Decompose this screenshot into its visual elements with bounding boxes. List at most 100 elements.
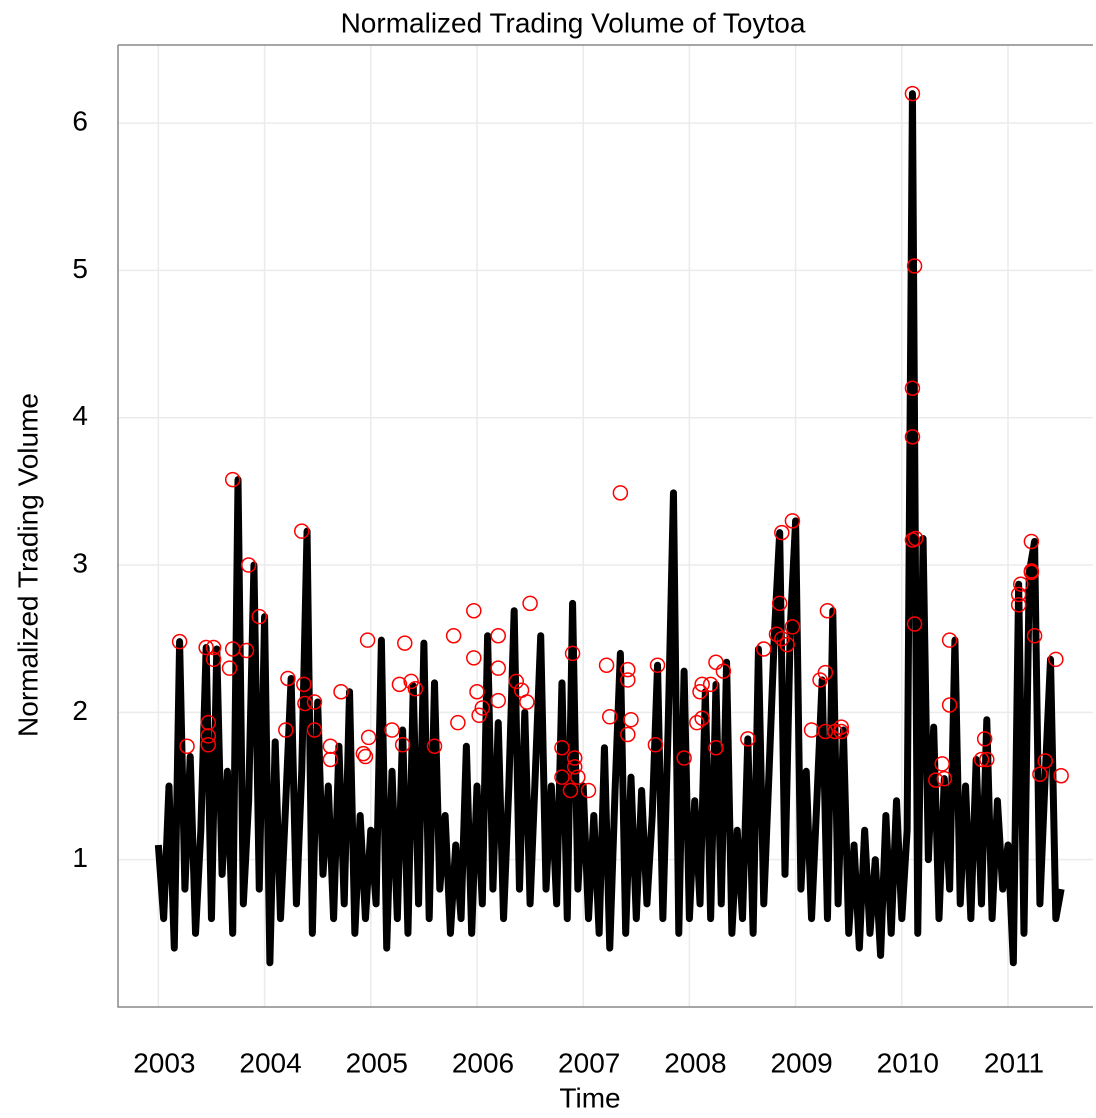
highlight-marker <box>620 672 636 688</box>
highlight-marker <box>580 782 597 799</box>
x-tick-label: 2005 <box>346 1047 408 1078</box>
highlight-marker <box>779 636 795 653</box>
data-line <box>154 90 1065 967</box>
highlight-marker <box>240 557 257 573</box>
highlight-marker <box>928 772 944 788</box>
highlight-marker <box>647 737 664 753</box>
highlight-marker <box>708 739 724 756</box>
highlight-marker <box>333 683 349 700</box>
highlight-marker <box>620 661 636 678</box>
highlight-marker <box>1032 766 1048 782</box>
chart-title: Normalized Trading Volume of Toytoa <box>341 7 806 38</box>
highlight-marker <box>906 616 923 632</box>
highlight-marker <box>1010 586 1027 603</box>
highlight-marker <box>692 683 708 700</box>
highlight-marker <box>391 676 408 693</box>
highlight-marker <box>979 751 995 768</box>
highlight-marker <box>941 697 958 713</box>
highlight-marker <box>740 731 756 747</box>
highlight-marker <box>566 759 583 775</box>
highlight-marker <box>200 728 217 744</box>
highlight-marker <box>450 714 466 731</box>
highlight-marker <box>907 530 924 547</box>
highlight-marker <box>474 700 491 716</box>
highlight-marker <box>564 645 581 662</box>
highlight-marker <box>833 719 850 735</box>
highlight-marker <box>708 654 724 671</box>
highlight-marker <box>322 751 339 768</box>
highlight-marker <box>715 663 732 679</box>
highlight-marker <box>251 608 268 625</box>
highlight-marker <box>360 729 377 746</box>
highlight-marker <box>904 85 921 102</box>
y-tick-label: 2 <box>72 695 88 726</box>
highlight-marker <box>694 676 710 693</box>
highlight-marker <box>819 602 836 619</box>
highlight-marker <box>224 471 241 488</box>
highlight-marker <box>297 695 313 712</box>
highlight-marker <box>649 657 666 673</box>
x-tick-label: 2009 <box>770 1047 832 1078</box>
highlight-marker <box>976 731 993 747</box>
x-axis-label: Time <box>559 1082 620 1113</box>
highlight-marker <box>554 739 570 756</box>
highlight-marker <box>306 694 323 710</box>
highlight-marker <box>426 738 443 754</box>
x-tick-label: 2010 <box>877 1047 939 1078</box>
highlight-marker <box>566 750 583 766</box>
highlight-marker <box>904 429 921 445</box>
highlight-marker <box>803 722 820 738</box>
highlight-marker <box>490 692 506 709</box>
highlight-marker <box>238 642 255 659</box>
highlight-marker <box>1026 628 1043 644</box>
highlight-marker <box>221 660 238 676</box>
axis-frame <box>117 44 1093 1008</box>
highlight-marker <box>906 258 923 274</box>
y-tick-label: 5 <box>72 253 88 284</box>
highlight-marker <box>205 639 222 656</box>
highlight-marker <box>774 524 790 541</box>
highlight-marker <box>936 770 953 787</box>
highlight-marker <box>562 782 579 799</box>
highlight-marker <box>817 723 834 740</box>
highlight-marker <box>296 676 312 693</box>
highlight-marker <box>570 769 586 785</box>
highlight-marker <box>817 664 834 681</box>
highlight-marker <box>934 756 950 772</box>
highlight-marker <box>469 683 485 700</box>
highlight-marker <box>1010 597 1027 613</box>
highlight-marker <box>394 737 411 753</box>
highlight-marker <box>554 769 570 785</box>
y-tick-label: 1 <box>72 842 88 873</box>
highlight-marker <box>471 707 487 724</box>
highlight-marker <box>676 750 692 766</box>
x-tick-label: 2003 <box>133 1047 195 1078</box>
highlight-marker <box>973 751 990 768</box>
highlight-marker <box>359 632 376 648</box>
x-tick-label: 2008 <box>664 1047 726 1078</box>
highlight-marker <box>598 657 615 673</box>
highlight-marker <box>620 726 636 743</box>
highlight-marker <box>171 633 188 650</box>
highlight-marker <box>904 380 921 397</box>
highlight-marker <box>322 738 339 754</box>
highlight-marker <box>466 650 482 666</box>
highlight-marker <box>1037 753 1053 769</box>
highlight-marker <box>612 485 629 501</box>
highlight-marker <box>278 722 294 738</box>
highlight-marker <box>1023 533 1040 550</box>
highlight-marker <box>784 619 801 635</box>
highlight-marker <box>280 670 296 687</box>
highlight-marker <box>784 513 801 529</box>
highlight-marker <box>1023 564 1040 581</box>
y-tick-label: 3 <box>72 547 88 578</box>
y-tick-label: 4 <box>72 400 88 431</box>
highlight-marker <box>771 595 788 612</box>
x-tick-label: 2006 <box>452 1047 514 1078</box>
highlight-marker <box>702 676 719 693</box>
highlight-marker <box>941 632 958 648</box>
highlight-marker <box>756 641 772 657</box>
highlight-marker <box>623 711 639 728</box>
highlight-marker <box>355 745 372 762</box>
